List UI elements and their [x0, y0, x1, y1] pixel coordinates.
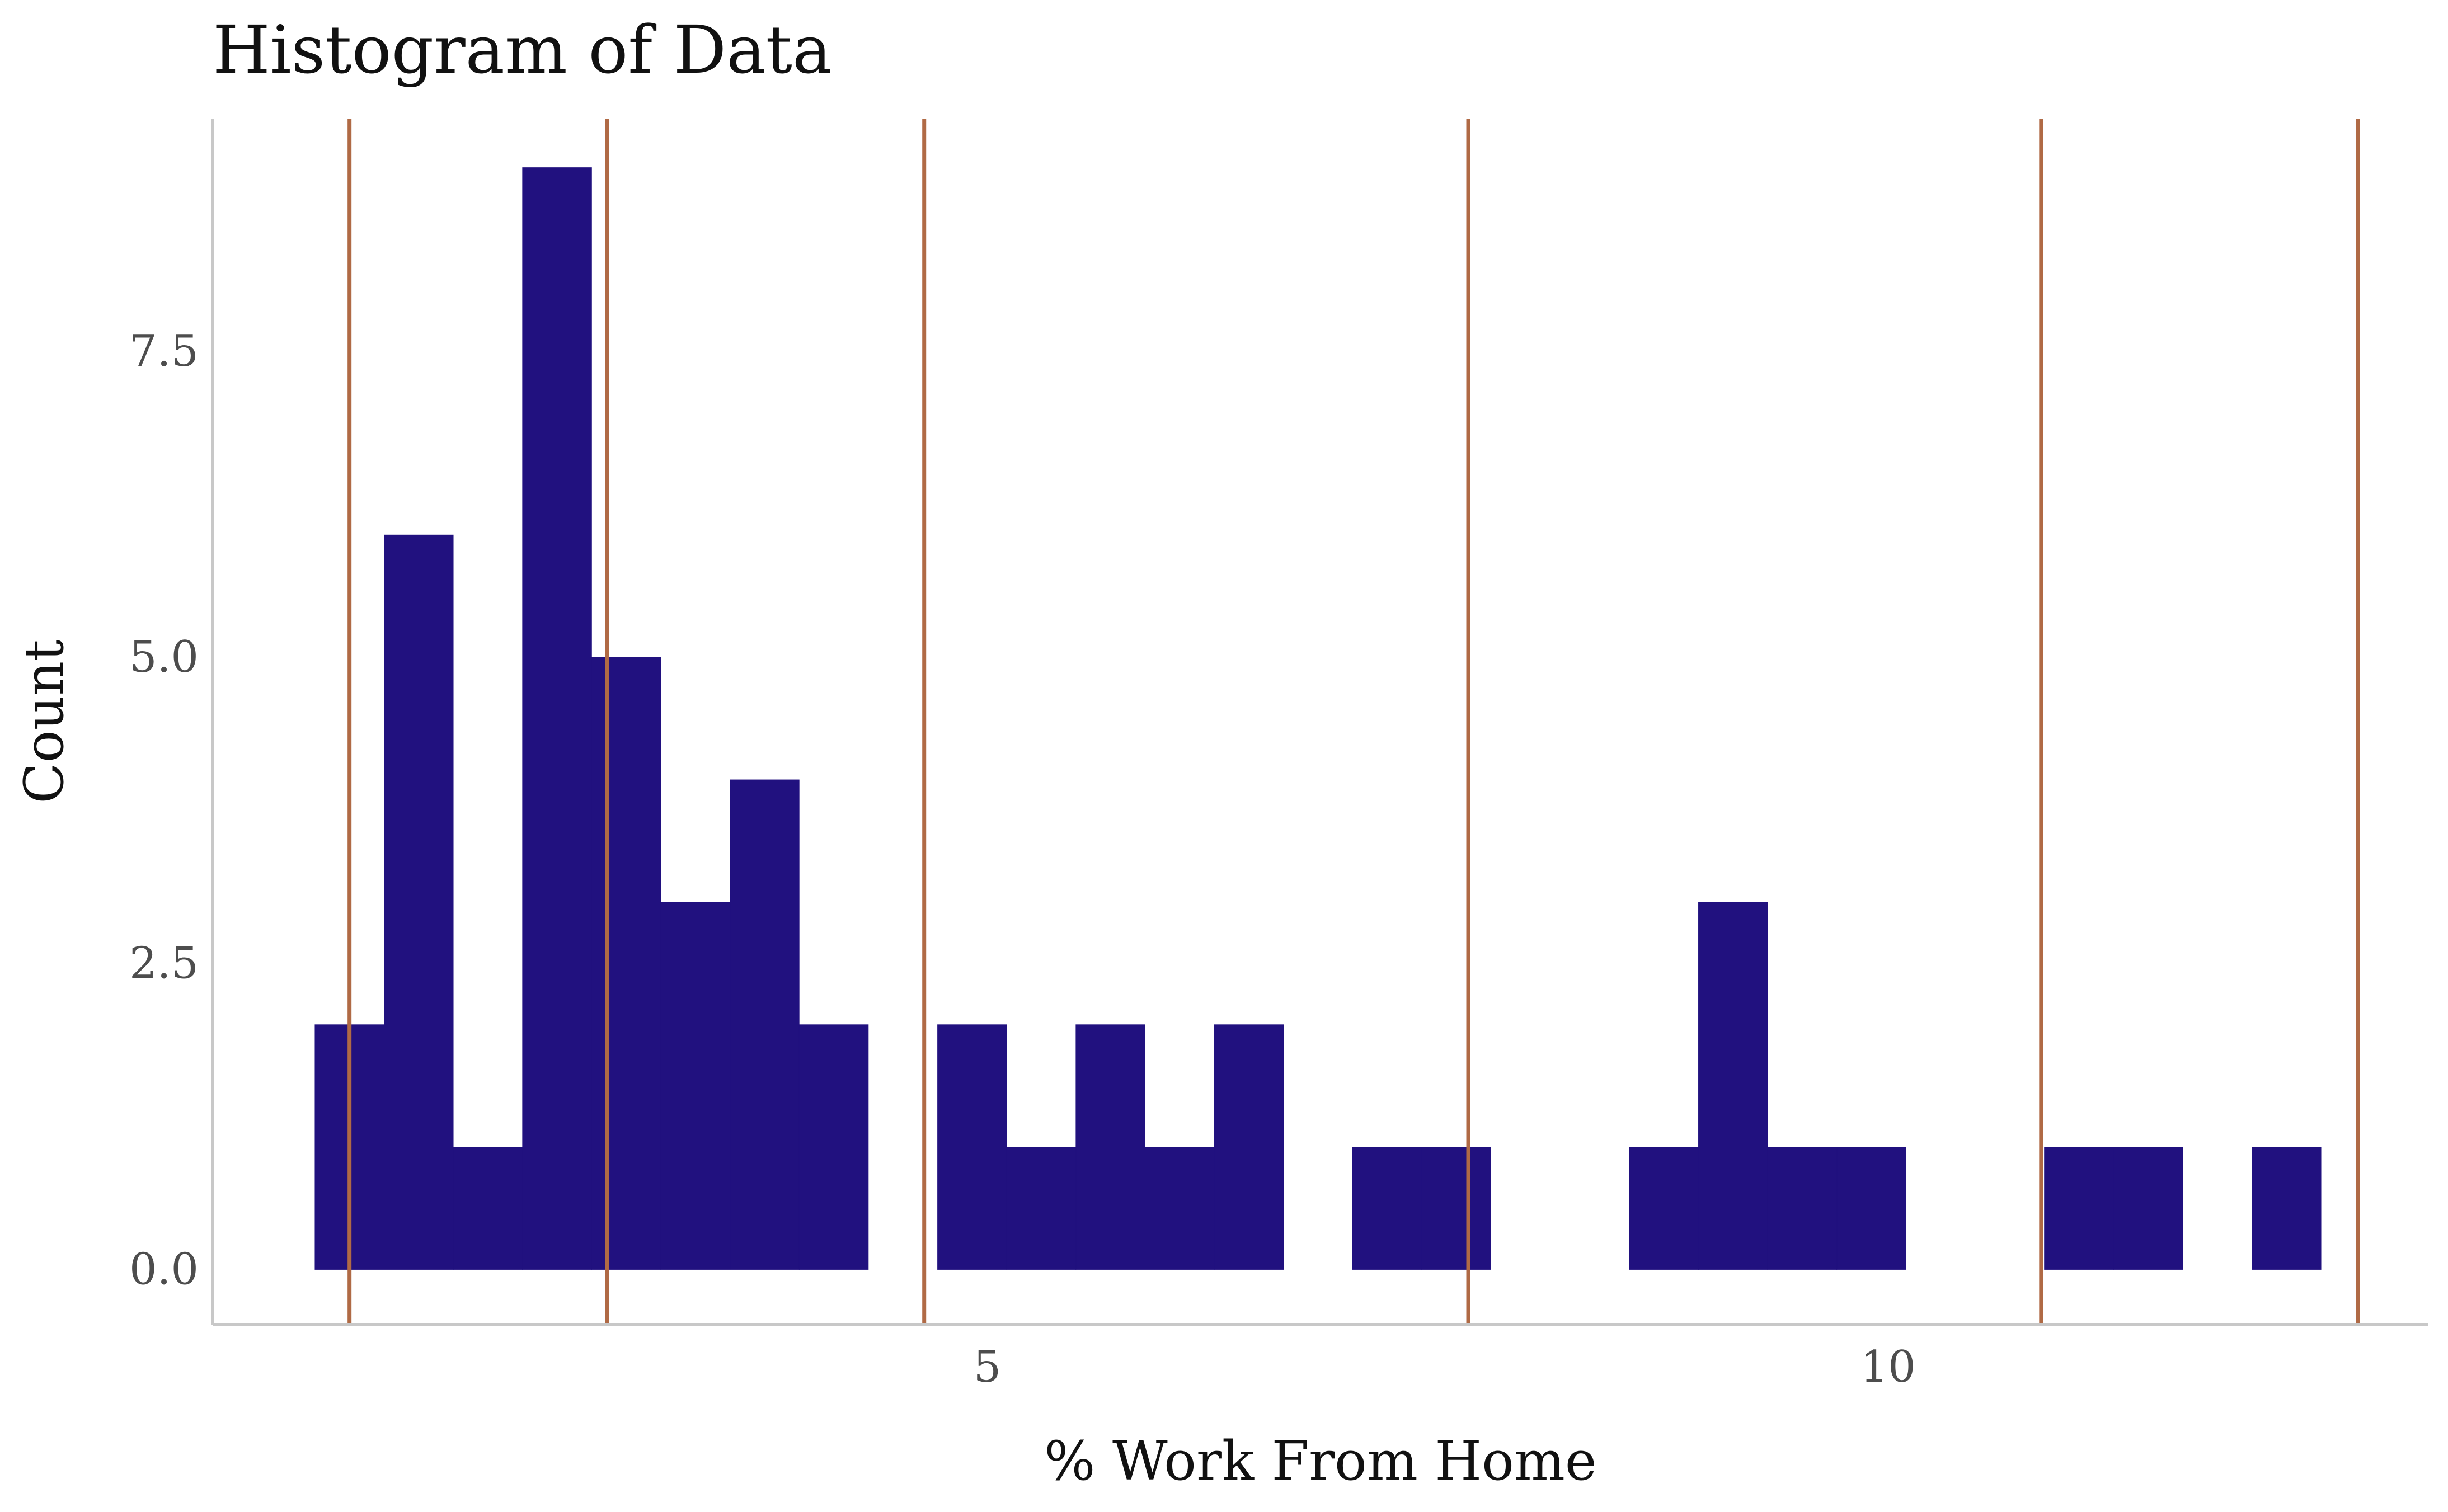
chart-title: Histogram of Data	[213, 11, 831, 88]
histogram-bar	[730, 779, 800, 1270]
y-tick-label: 5.0	[129, 632, 199, 682]
y-tick-label: 2.5	[129, 938, 199, 988]
histogram-bar	[1767, 1147, 1838, 1270]
histogram-bar	[1836, 1147, 1906, 1270]
histogram-bar	[660, 902, 731, 1270]
x-tick-label: 10	[1860, 1342, 1916, 1392]
histogram-bar	[1006, 1147, 1077, 1270]
vertical-reference-lines	[347, 119, 2360, 1325]
histogram-bar	[1145, 1147, 1215, 1270]
histogram-bar	[2252, 1147, 2322, 1270]
histogram-bar	[2044, 1147, 2114, 1270]
x-tick-label: 5	[974, 1342, 1002, 1392]
histogram-bar	[384, 534, 454, 1270]
y-axis-ticks: 0.0 2.5 5.0 7.5	[129, 326, 199, 1295]
histogram-bar	[1629, 1147, 1699, 1270]
histogram-bar	[2113, 1147, 2183, 1270]
histogram-bars	[314, 167, 2322, 1270]
histogram-bar	[522, 167, 592, 1270]
histogram-bar	[1214, 1024, 1284, 1270]
histogram-bar	[1075, 1024, 1145, 1270]
histogram-bar	[1352, 1147, 1422, 1270]
histogram-bar	[1421, 1147, 1491, 1270]
y-tick-label: 0.0	[129, 1245, 199, 1295]
y-axis-title: Count	[13, 639, 76, 803]
histogram-bar	[453, 1147, 523, 1270]
histogram-bar	[798, 1024, 869, 1270]
x-axis-title: % Work From Home	[1044, 1430, 1596, 1492]
histogram-bar	[937, 1024, 1007, 1270]
y-tick-label: 7.5	[129, 326, 199, 376]
histogram-bar	[1698, 902, 1768, 1270]
histogram-bar	[591, 657, 661, 1270]
x-axis-ticks: 5 10	[974, 1342, 1916, 1392]
